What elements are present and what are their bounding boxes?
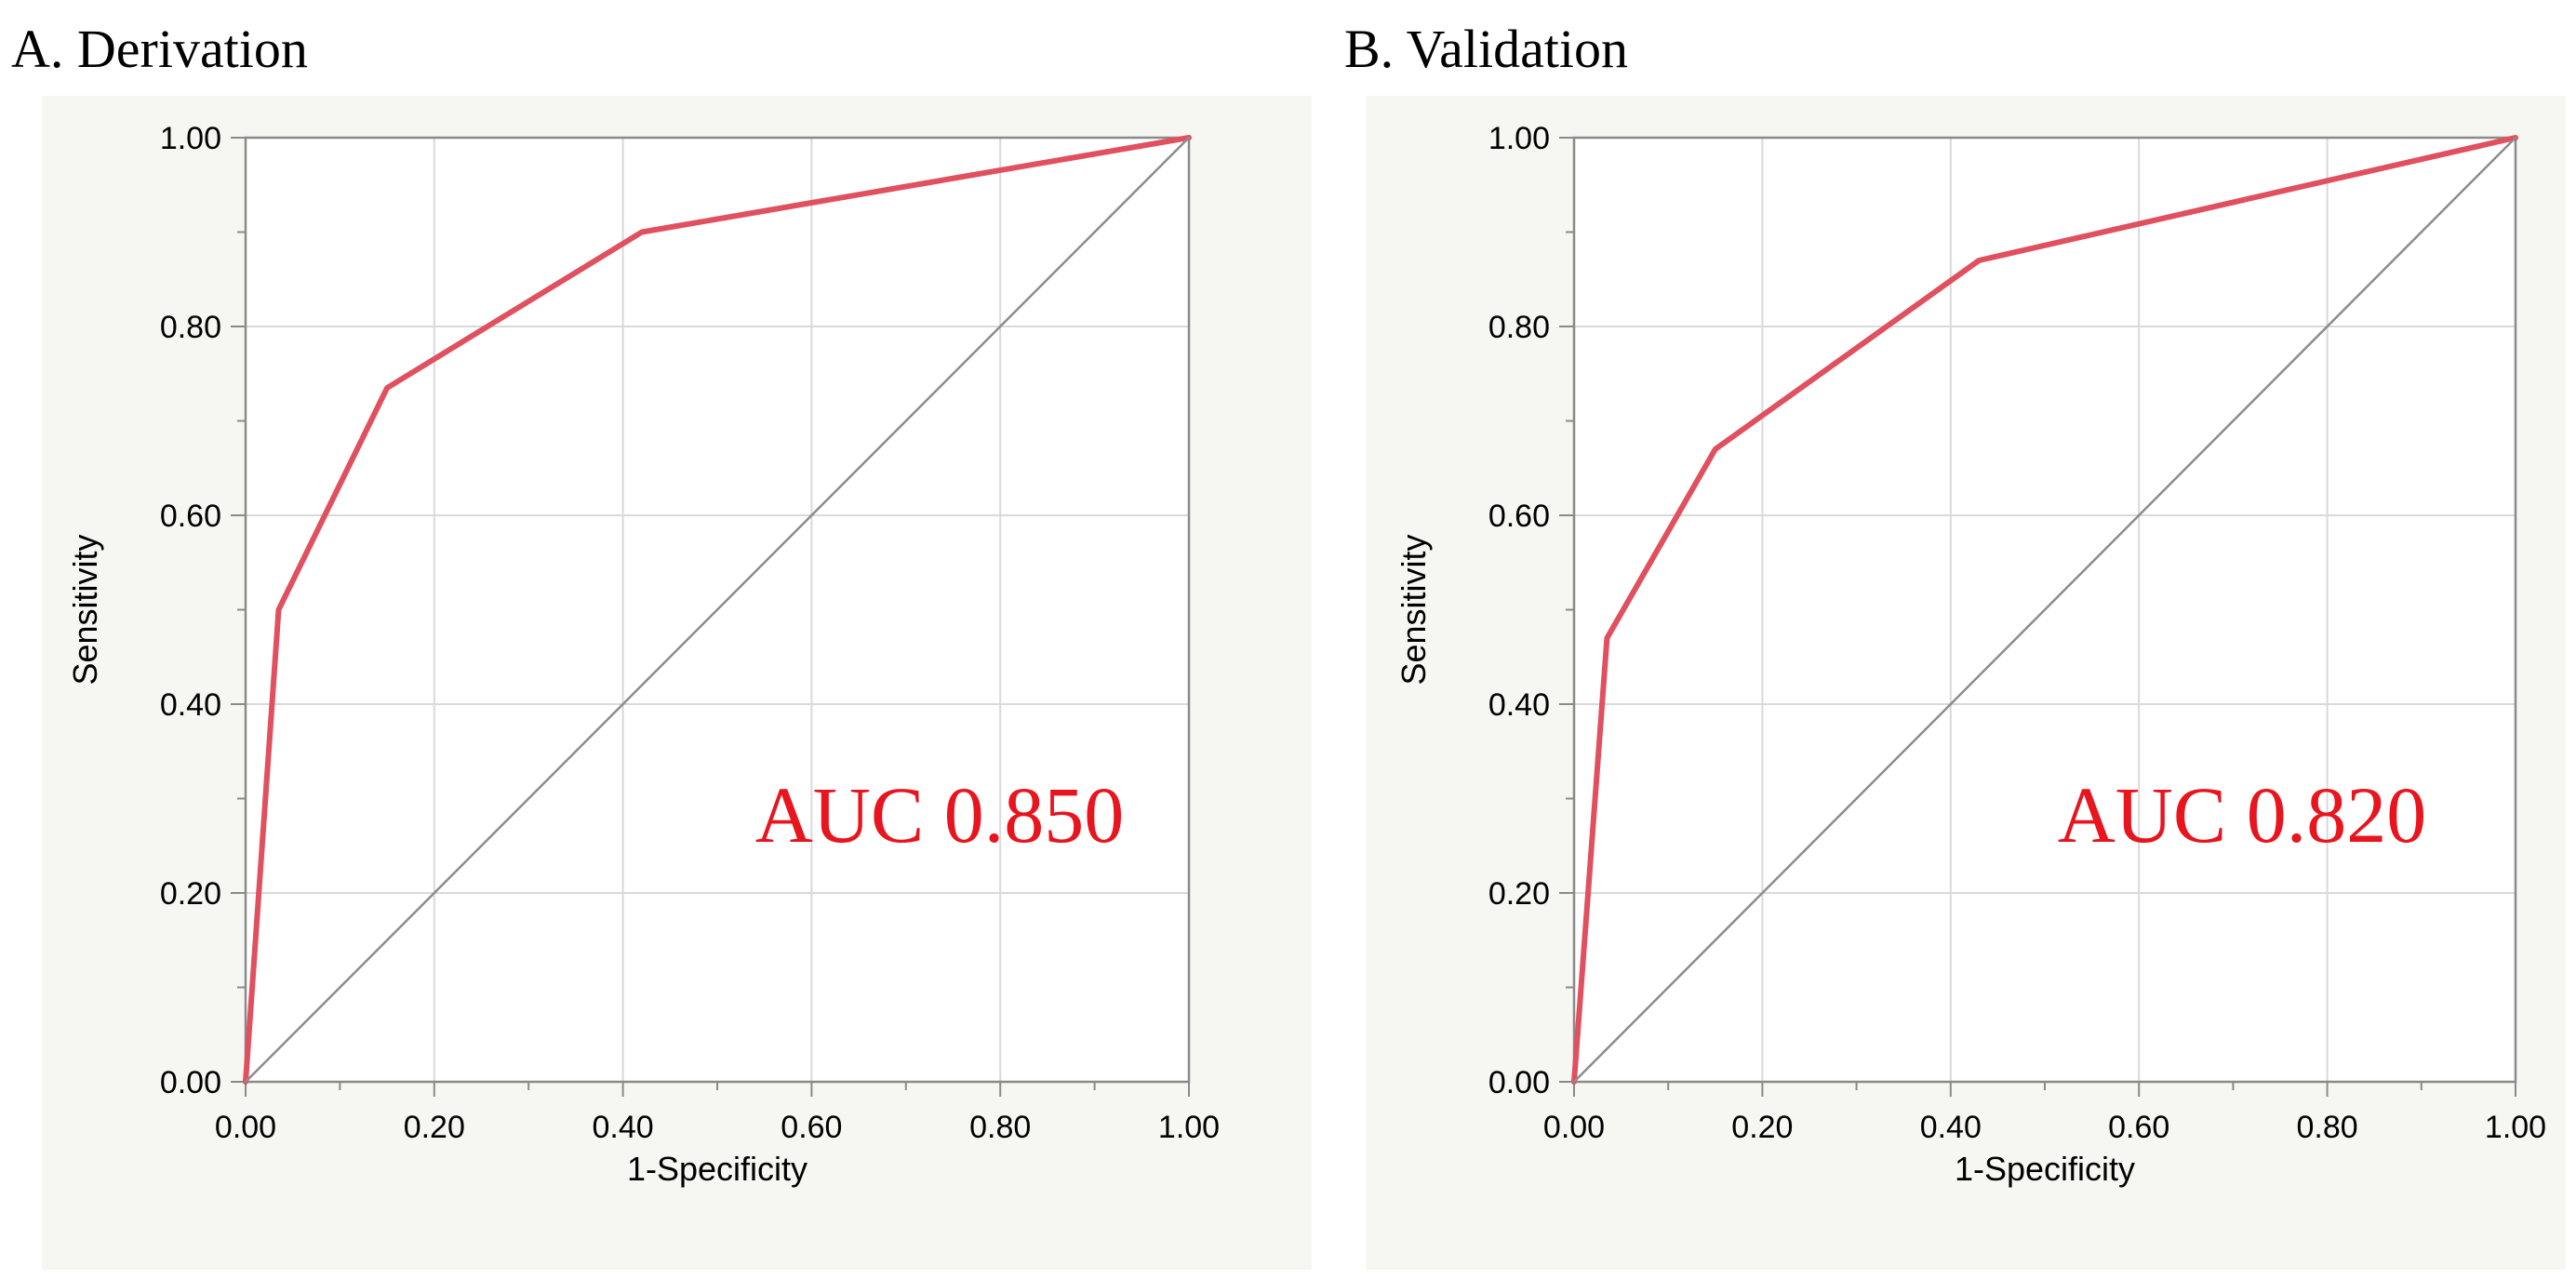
derivation-x-tick-label: 0.40 <box>593 1110 654 1145</box>
validation-plot-frame <box>1572 136 2517 1084</box>
derivation-y-tick-label: 0.40 <box>160 687 221 723</box>
validation-x-tick-label: 0.40 <box>1920 1110 1982 1145</box>
derivation-roc-curve <box>243 135 1192 1085</box>
validation-x-tick-label: 0.80 <box>2297 1110 2358 1145</box>
validation-x-tick-label: 0.60 <box>2108 1110 2169 1145</box>
derivation-y-tick-label: 0.60 <box>160 499 221 534</box>
validation-auc-annotation: AUC 0.820 <box>2058 770 2427 859</box>
validation-x-tick-label: 0.00 <box>1543 1110 1605 1145</box>
validation-y-tick-label: 0.40 <box>1488 687 1550 723</box>
derivation-x-tick-label: 0.60 <box>781 1110 842 1145</box>
derivation-y-tick-label: 1.00 <box>160 121 221 156</box>
derivation-y-axis-label: Sensitivity <box>66 534 104 685</box>
derivation-reference-diagonal <box>244 136 1191 1084</box>
validation-x-tick-label: 0.20 <box>1731 1110 1793 1145</box>
validation-y-tick-label: 0.00 <box>1488 1065 1550 1100</box>
validation-panel-title: B. Validation <box>1344 19 1628 79</box>
derivation-plot-frame <box>244 136 1191 1084</box>
derivation-y-tick-label: 0.20 <box>160 876 221 912</box>
validation-reference-diagonal <box>1572 136 2517 1084</box>
validation-y-tick-label: 1.00 <box>1488 121 1550 156</box>
validation-roc-curve <box>1571 135 2518 1085</box>
derivation-y-tick-label: 0.00 <box>160 1065 221 1100</box>
validation-y-tick-label: 0.80 <box>1488 310 1550 345</box>
validation-x-axis-label: 1-Specificity <box>1955 1150 2135 1188</box>
derivation-x-tick-label: 0.80 <box>969 1110 1031 1145</box>
derivation-panel-title: A. Derivation <box>11 19 308 79</box>
derivation-auc-annotation: AUC 0.850 <box>755 770 1125 859</box>
derivation-x-tick-label: 1.00 <box>1158 1110 1220 1145</box>
validation-y-tick-label: 0.20 <box>1488 876 1550 912</box>
validation-x-tick-label: 1.00 <box>2485 1110 2546 1145</box>
validation-y-axis-label: Sensitivity <box>1395 534 1433 685</box>
derivation-x-tick-label: 0.00 <box>215 1110 276 1145</box>
derivation-x-tick-label: 0.20 <box>404 1110 465 1145</box>
derivation-x-axis-label: 1-Specificity <box>627 1150 808 1188</box>
derivation-y-tick-label: 0.80 <box>160 310 221 345</box>
validation-y-tick-label: 0.60 <box>1488 499 1550 534</box>
